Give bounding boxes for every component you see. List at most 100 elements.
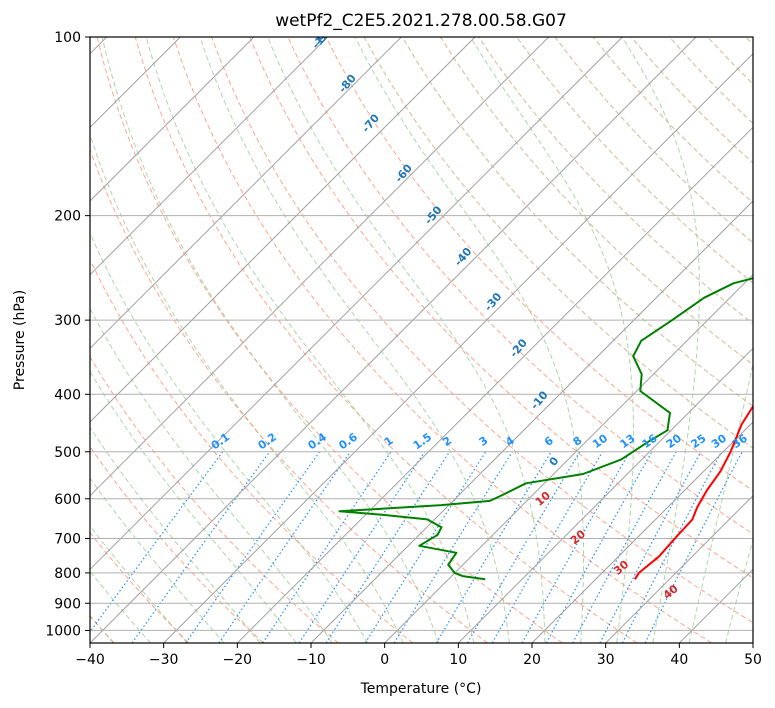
dry-adiabat-line: [554, 37, 753, 244]
x-tick-label: −20: [223, 652, 253, 668]
dry-adiabat-line: [401, 37, 753, 407]
moist-adiabat-line: [90, 307, 333, 643]
mixing-ratio-line: [572, 451, 677, 643]
y-tick-label: 400: [54, 387, 81, 403]
temperature-profile-line: [633, 404, 753, 580]
mixing-ratio-label: 0.6: [336, 430, 360, 452]
isotherm-line: [90, 37, 623, 571]
mixing-ratio-label: 3: [477, 434, 491, 449]
moist-adiabat-label: 0: [547, 454, 562, 468]
dry-adiabat-line: [96, 37, 563, 643]
mixing-ratio-label: 25: [689, 432, 709, 451]
moist-adiabats: [90, 37, 775, 643]
mixing-ratio-label: 0.1: [209, 430, 232, 452]
mixing-ratio-label: 0.2: [256, 430, 279, 452]
y-tick-label: 600: [54, 492, 81, 508]
isotherm-line: [605, 494, 753, 643]
dry-adiabat-line: [516, 37, 753, 284]
plot-area: 0.1 0.2 0.4 0.6 1 1.5 2 3 4 6 8 10 13 16 20 25 30 36-100-…: [90, 25, 775, 643]
moist-adiabat-line: [145, 37, 475, 643]
x-tick-label: 20: [523, 652, 541, 668]
isotherm-line: [457, 347, 753, 643]
mixing-ratio-label: 8: [571, 434, 585, 449]
x-axis-ticks: −40 −30 −20 −10 0 10 20 30 40 50: [75, 643, 762, 668]
mixing-ratio-line: [621, 451, 722, 643]
y-axis-label: Pressure (hPa): [12, 290, 28, 390]
moist-adiabat-line: [90, 477, 225, 643]
mixing-ratio-label: 16: [640, 431, 660, 451]
dry-adiabat-line: [439, 37, 753, 366]
mixing-ratio-line: [90, 451, 224, 633]
isotherm-line: [310, 200, 753, 643]
moist-adiabat-line: [101, 37, 439, 643]
isotherm-line: [752, 642, 753, 643]
y-tick-label: 100: [54, 30, 81, 46]
isotherm-line: [384, 273, 753, 643]
moist-adiabat-line: [762, 37, 775, 643]
mixing-ratio-line: [131, 451, 271, 643]
dry-adiabat-line: [363, 37, 753, 449]
dry-adiabat-line: [325, 37, 753, 492]
dry-adiabat-line: [592, 37, 753, 204]
dry-adiabat-line: [172, 37, 712, 643]
x-tick-label: 30: [597, 652, 615, 668]
y-axis-ticks: 100 200 300 400 500 600 700 800 900 1000: [45, 30, 90, 639]
moist-adiabat-label: -50: [422, 203, 445, 227]
dry-adiabat-line: [134, 37, 638, 643]
isotherm-line: [90, 37, 476, 423]
mixing-ratio-lines: [90, 451, 743, 643]
dry-adiabat-line: [211, 37, 753, 624]
plot-frame: [89, 36, 754, 644]
moist-adiabat-label: -90: [312, 25, 335, 49]
dry-adiabat-line: [745, 37, 753, 46]
isotherm-line: [90, 37, 550, 497]
y-tick-label: 500: [54, 445, 81, 461]
mixing-ratio-label: 13: [618, 432, 638, 451]
y-tick-label: 300: [54, 313, 81, 329]
y-tick-label: 900: [54, 596, 81, 612]
mixing-ratio-label: 6: [542, 434, 556, 449]
moist-adiabat-line: [90, 524, 188, 643]
moist-adiabat-line: [470, 37, 634, 643]
mixing-ratio-line: [185, 451, 321, 643]
x-tick-label: −10: [296, 652, 326, 668]
moist-adiabat-line: [199, 37, 510, 643]
isotherm-line: [90, 37, 329, 276]
isotherm-line: [678, 568, 753, 643]
mixing-ratio-line: [599, 451, 702, 643]
isotherm-line: [236, 126, 753, 643]
moist-adiabat-line: [267, 37, 546, 643]
mixing-ratio-label: 4: [503, 434, 517, 449]
x-tick-label: 50: [744, 652, 762, 668]
y-tick-label: 1000: [45, 623, 81, 639]
mixing-ratio-line: [262, 451, 392, 643]
x-axis-label: Temperature (°C): [360, 681, 482, 697]
mixing-ratio-label: 1: [382, 434, 396, 449]
isotherms: [90, 37, 753, 643]
moist-adiabat-label: -10: [528, 388, 551, 412]
dry-adiabat-line: [668, 37, 753, 125]
dry-adiabat-line: [90, 258, 414, 643]
x-tick-label: −30: [149, 652, 179, 668]
dewpoint-profile-line: [338, 277, 753, 581]
mixing-ratio-label: 0.4: [306, 430, 330, 452]
dry-adiabat-line: [90, 531, 190, 643]
isotherm-line: [163, 52, 753, 643]
mixing-ratio-line: [364, 451, 487, 643]
y-tick-label: 700: [54, 532, 81, 548]
isotherm-line: [90, 37, 697, 643]
isotherm-line: [531, 421, 753, 643]
moist-adiabat-label: -20: [507, 336, 530, 360]
x-tick-label: −40: [75, 652, 105, 668]
mixing-ratio-line: [644, 451, 743, 643]
isotherm-line: [90, 37, 402, 350]
mixing-ratio-line: [545, 451, 653, 643]
moist-adiabat-line: [621, 37, 700, 643]
chart-title: wetPf2_C2E5.2021.278.00.58.G07: [275, 11, 567, 31]
mixing-ratio-line: [521, 451, 631, 643]
moist-adiabat-label: -30: [482, 290, 505, 314]
isotherm-line: [90, 37, 255, 202]
x-tick-label: 0: [380, 652, 389, 668]
dry-adiabat-line: [707, 37, 753, 85]
contour-labels: 0.1 0.2 0.4 0.6 1 1.5 2 3 4 6 8 10 13 16 20 25 30 36-100-…: [209, 25, 750, 602]
